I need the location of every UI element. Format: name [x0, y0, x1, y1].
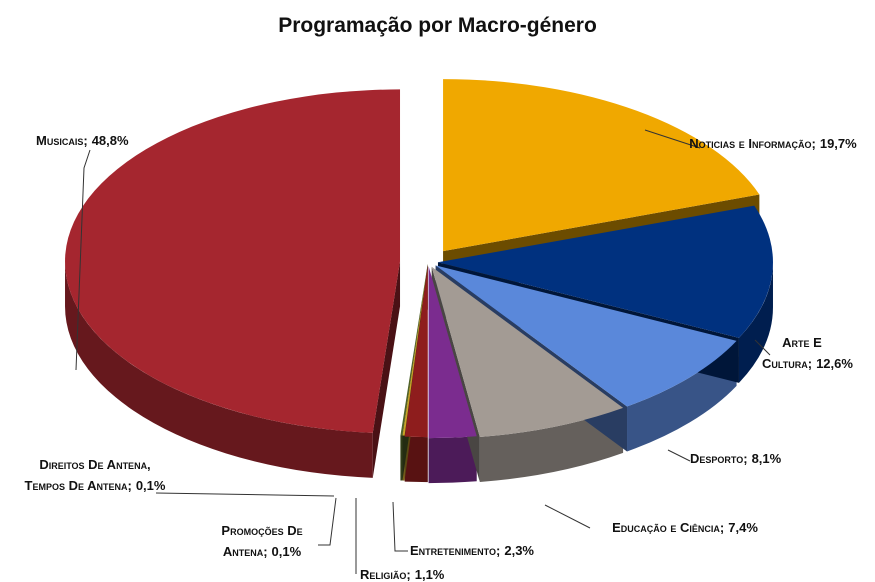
slice — [404, 265, 428, 438]
label-separator: ; — [811, 136, 816, 151]
slice — [443, 79, 760, 252]
data-label: Entretenimento; 2,3% — [410, 540, 570, 561]
label-separator: ; — [719, 520, 725, 535]
label-value: 7,4% — [728, 520, 758, 535]
leader-line — [392, 501, 408, 552]
data-label: Religião; 1,1% — [360, 564, 480, 582]
data-label: Educação e Ciência; 7,4% — [585, 517, 785, 538]
slice — [435, 265, 737, 407]
slice-side — [404, 436, 428, 483]
label-category: Desporto — [690, 451, 744, 466]
label-category: Arte E Cultura — [762, 335, 822, 371]
label-category: Religião — [360, 567, 407, 582]
slice-side — [400, 435, 403, 481]
label-category: Noticias e Informação — [689, 136, 812, 151]
leader-line — [318, 497, 337, 546]
leader-line — [644, 129, 701, 149]
leader-line — [155, 492, 335, 497]
leader-line — [544, 504, 591, 529]
label-value: 2,3% — [504, 543, 534, 558]
data-label: Promoções De Antena; 0,1% — [192, 520, 332, 562]
label-separator: ; — [263, 544, 268, 559]
label-value: 48,8% — [91, 133, 129, 148]
label-category: Musicais — [36, 133, 84, 148]
label-value: 19,7% — [819, 136, 857, 151]
label-separator: ; — [743, 451, 748, 466]
label-value: 12,6% — [816, 356, 853, 371]
chart-title: Programação por Macro-género — [278, 14, 597, 37]
label-category: Entretenimento — [410, 543, 497, 558]
slice — [400, 264, 428, 436]
label-value: 0,1% — [135, 478, 166, 493]
slice — [428, 266, 477, 439]
side-walls — [65, 261, 773, 484]
leader-line — [75, 149, 91, 371]
data-label: Musicais; 48,8% — [36, 130, 206, 151]
label-category: Promoções De Antena — [221, 523, 303, 559]
slice-side — [65, 261, 373, 478]
label-separator: ; — [496, 543, 501, 558]
leader-line — [667, 449, 691, 462]
label-separator: ; — [83, 133, 88, 148]
slice-side — [479, 407, 624, 482]
slice — [65, 89, 401, 433]
label-category: Educação e Ciência — [612, 520, 720, 535]
label-separator: ; — [127, 478, 132, 493]
label-separator: ; — [807, 356, 813, 371]
slice — [437, 205, 773, 338]
label-value: 8,1% — [751, 451, 782, 466]
data-label: Arte E Cultura; 12,6% — [762, 332, 853, 374]
label-separator: ; — [406, 567, 411, 582]
label-value: 1,1% — [414, 567, 445, 582]
slice-face — [372, 261, 401, 478]
slice-tops — [65, 79, 773, 439]
slice-side — [428, 436, 477, 484]
label-value: 0,1% — [271, 544, 302, 559]
data-label: Noticias e Informação; 19,7% — [668, 133, 875, 154]
data-label: Desporto; 8,1% — [690, 448, 830, 469]
slice-side — [738, 262, 773, 383]
data-label: Direitos De Antena, Tempos De Antena; 0,1… — [20, 454, 170, 496]
leader-line — [754, 339, 771, 356]
slice — [402, 264, 428, 436]
label-category: Direitos De Antena, Tempos De Antena — [24, 457, 151, 493]
slice — [431, 266, 624, 437]
